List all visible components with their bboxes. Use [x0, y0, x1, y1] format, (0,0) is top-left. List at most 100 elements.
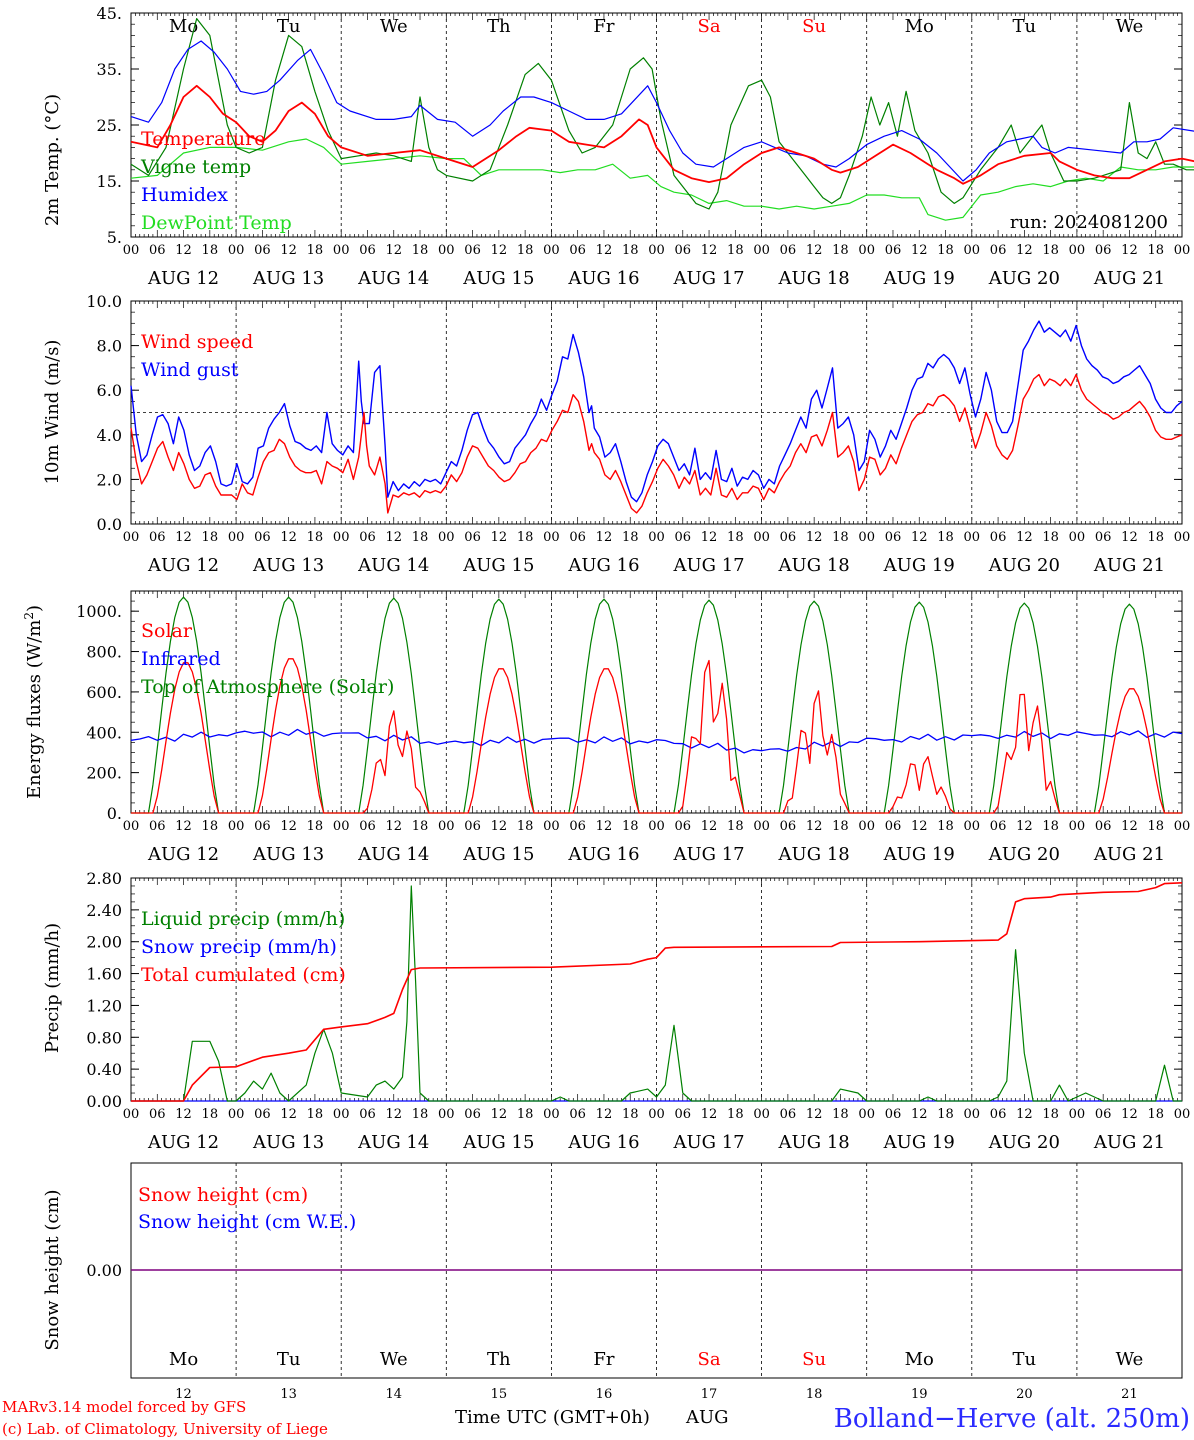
date-label: AUG 14: [357, 1132, 429, 1153]
hour-tick-label: 00: [333, 1107, 350, 1122]
hour-tick-label: 00: [858, 243, 875, 258]
date-label: AUG 21: [1093, 844, 1165, 865]
hour-tick-label: 12: [175, 243, 192, 258]
date-label: AUG 21: [1093, 555, 1165, 576]
solar-line: [131, 658, 1182, 814]
hour-tick-label: 18: [937, 530, 954, 545]
temperature-series-line: [130, 40, 1194, 182]
temperature-series-line: [130, 138, 1194, 221]
hour-tick-label: 18: [412, 243, 429, 258]
temperature-series-line: [130, 18, 1194, 210]
hour-tick-label: 18: [517, 530, 534, 545]
y-tick-label: 400.: [86, 723, 122, 742]
hour-tick-label: 00: [123, 1107, 140, 1122]
date-label: AUG 13: [252, 844, 324, 865]
hour-tick-label: 06: [675, 819, 692, 834]
date-label: AUG 20: [988, 844, 1060, 865]
wind-panel: 0.0 2.0 4.0 6.0 8.0 10.0 10m Wind (m/s) Wind sp…: [42, 292, 1190, 576]
day-number-label: 16: [596, 1387, 613, 1402]
y-tick-label: 1.60: [86, 965, 122, 984]
hour-tick-label: 18: [1042, 819, 1059, 834]
hour-tick-label: 18: [727, 530, 744, 545]
day-of-week-label: Fr: [593, 1349, 614, 1370]
legend-entry: Humidex: [141, 184, 228, 206]
y-tick-label: 45.: [97, 4, 122, 23]
y-axis-label: Snow height (cm): [42, 1189, 63, 1350]
date-label: AUG 21: [1093, 268, 1165, 289]
hour-tick-label: 18: [202, 243, 219, 258]
hour-tick-label: 12: [385, 530, 402, 545]
hour-tick-label: 12: [596, 243, 613, 258]
hour-tick-label: 00: [1069, 530, 1086, 545]
date-label: AUG 15: [462, 555, 534, 576]
hour-tick-label: 06: [149, 1107, 166, 1122]
y-axis-label-part: ): [24, 605, 45, 612]
station-name: Bolland−Herve (alt. 250m): [834, 1404, 1190, 1434]
date-label: AUG 14: [357, 268, 429, 289]
date-label: AUG 16: [567, 555, 639, 576]
legend-entry: Liquid precip (mm/h): [141, 908, 345, 930]
hour-tick-label: 12: [701, 1107, 718, 1122]
date-label: AUG 19: [883, 1132, 955, 1153]
wind-series-line: [130, 373, 1183, 514]
legend-entry: Vigne temp: [140, 156, 251, 178]
date-label: AUG 21: [1093, 1132, 1165, 1153]
temperature-panel: Mo Tu We Th Fr Sa Su Mo Tu We 5. 15. 25. 35. 45. 2m Tem…: [42, 4, 1194, 289]
hour-tick-label: 06: [254, 243, 271, 258]
hour-tick-label: 18: [1147, 819, 1164, 834]
liquid-precip-line: [131, 885, 1182, 1102]
hour-tick-label: 18: [937, 243, 954, 258]
hour-tick-label: 00: [543, 243, 560, 258]
date-label: AUG 18: [778, 1132, 850, 1153]
hour-tick-label: 00: [333, 243, 350, 258]
legend-entry: Wind gust: [141, 359, 239, 381]
y-axis-label: 10m Wind (m/s): [42, 340, 63, 485]
hour-tick-label: 00: [648, 819, 665, 834]
date-label: AUG 20: [988, 268, 1060, 289]
plot-frame: [130, 12, 1183, 238]
hour-tick-label: 00: [753, 243, 770, 258]
hour-tick-label: 06: [1095, 530, 1112, 545]
legend-entry: Top of Atmosphere (Solar): [141, 676, 394, 698]
hour-tick-label: 00: [1174, 819, 1191, 834]
y-tick-label: 1000.: [76, 602, 122, 621]
hour-tick-label: 00: [543, 819, 560, 834]
day-of-week-label: Tu: [1013, 16, 1037, 37]
y-tick-label: 4.0: [97, 426, 122, 445]
date-label: AUG 14: [357, 555, 429, 576]
hour-tick-label: 18: [1147, 1107, 1164, 1122]
hour-tick-label: 06: [675, 243, 692, 258]
y-tick-label: 0.40: [86, 1060, 122, 1079]
hour-tick-label: 06: [990, 819, 1007, 834]
hour-tick-label: 00: [753, 819, 770, 834]
hour-tick-label: 00: [1174, 243, 1191, 258]
hour-tick-label: 06: [569, 243, 586, 258]
y-tick-label: 0.00: [86, 1261, 122, 1280]
hour-tick-label: 00: [753, 530, 770, 545]
hour-tick-label: 06: [359, 243, 376, 258]
hour-tick-label: 06: [464, 530, 481, 545]
hour-tick-label: 06: [1095, 243, 1112, 258]
hour-tick-label: 12: [491, 530, 508, 545]
date-label: AUG 15: [462, 268, 534, 289]
hour-tick-label: 00: [1174, 1107, 1191, 1122]
hour-tick-label: 00: [858, 530, 875, 545]
day-of-week-label: Su: [802, 1349, 826, 1370]
hour-tick-label: 06: [569, 530, 586, 545]
hour-tick-label: 12: [385, 819, 402, 834]
day-number-label: 12: [175, 1387, 192, 1402]
hour-tick-label: 18: [202, 819, 219, 834]
hour-tick-label: 18: [307, 530, 324, 545]
day-number-label: 17: [701, 1387, 718, 1402]
y-axis-label: Precip (mm/h): [42, 923, 63, 1053]
hour-tick-label: 00: [228, 1107, 245, 1122]
date-label: AUG 15: [462, 1132, 534, 1153]
hour-tick-label: 18: [307, 1107, 324, 1122]
hour-tick-label: 06: [675, 530, 692, 545]
day-of-week-label: Fr: [593, 16, 614, 37]
hour-tick-label: 12: [280, 243, 297, 258]
legend-entry: Snow height (cm): [138, 1184, 308, 1206]
day-of-week-label: We: [380, 1349, 408, 1370]
day-number-label: 18: [806, 1387, 823, 1402]
day-of-week-label: We: [1116, 16, 1144, 37]
